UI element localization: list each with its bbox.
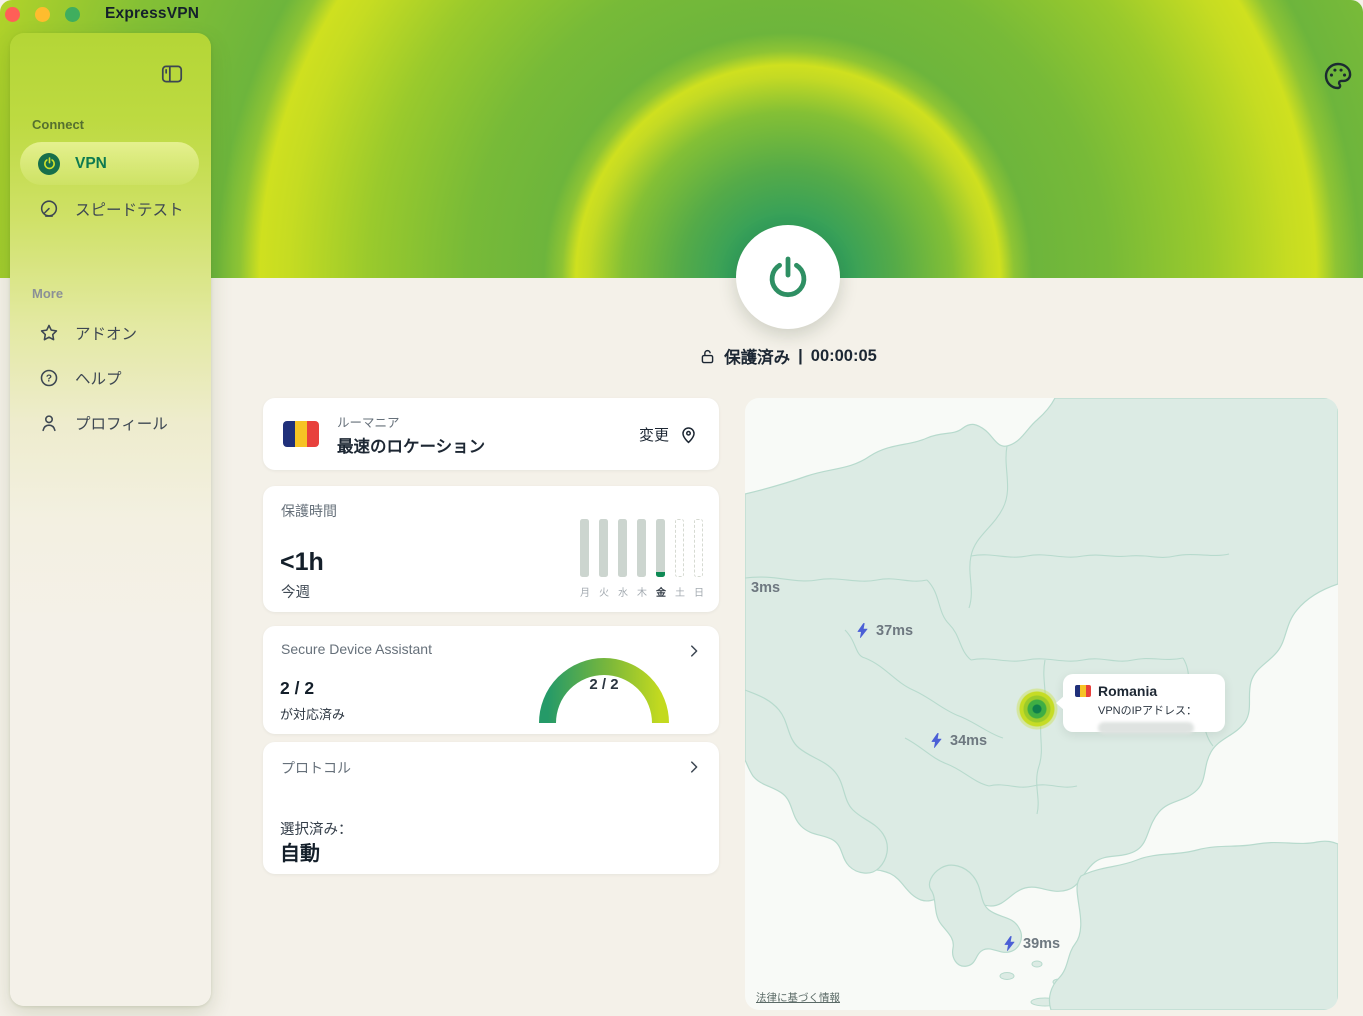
protection-time-card: 保護時間 <1h 今週 月 火 水 木 金 土 日 [263,486,719,612]
day-label: 水 [618,588,628,599]
close-window-button[interactable] [5,7,20,22]
map-panel: 3ms 37ms 34ms 39ms [745,398,1338,1010]
redacted-ip-value [1098,722,1194,734]
sidebar-item-help[interactable]: ? ヘルプ [20,356,199,399]
status-label: 保護済み [724,349,791,367]
sda-value: 2 / 2 [280,678,315,698]
protection-time-value: <1h [280,548,324,576]
sidebar-toggle-button[interactable] [159,61,185,87]
connection-status: 保護済み | 00:00:05 [638,343,938,369]
romania-flag-icon [1075,685,1091,697]
day-label: 木 [637,588,647,599]
sidebar-item-addons[interactable]: アドオン [20,311,199,354]
ping-label: 3ms [751,580,781,596]
ping-label: 34ms [950,732,988,749]
romania-flag-icon [283,421,319,447]
ping-marker: 37ms [854,622,913,639]
day-label: 火 [599,588,609,599]
power-icon [38,152,60,175]
protocol-title: プロトコル [281,760,351,776]
protocol-selected-label: 選択済み： [280,822,353,838]
sidebar-toggle-icon [161,65,183,83]
secure-device-assistant-card[interactable]: Secure Device Assistant 2 / 2 が対応済み 2 / … [263,626,719,734]
change-location-button[interactable]: 変更 [639,424,699,445]
sda-gauge-label: 2 / 2 [589,676,619,693]
star-icon [38,322,60,344]
connected-location-dot [1016,688,1058,730]
sidebar-item-label: VPN [75,154,107,172]
sidebar-section-more: More [32,286,64,301]
bar-mon [580,519,589,577]
sda-subtitle: が対応済み [280,707,346,722]
day-label: 月 [580,588,590,599]
bar-sat [675,519,684,577]
lock-icon [701,349,714,363]
sidebar-item-label: スピードテスト [75,201,184,219]
sidebar: Connect VPN スピードテスト More [10,33,211,1006]
chevron-right-icon[interactable] [685,758,703,776]
lightning-icon [1004,936,1015,951]
vpn-ip-tooltip: Romania VPNのIPアドレス： [1056,674,1225,734]
ping-marker: 3ms [751,580,780,596]
palette-icon [1324,62,1352,90]
hero-banner [0,0,1363,278]
chevron-right-icon[interactable] [685,642,703,660]
weekday-labels: 月 火 水 木 金 土 日 [580,584,704,599]
ping-label: 39ms [1023,935,1061,952]
europe-map [745,398,1338,1010]
sidebar-item-speedtest[interactable]: スピードテスト [20,187,199,230]
sidebar-item-profile[interactable]: プロフィール [20,401,199,444]
protection-time-title: 保護時間 [281,503,337,519]
lightning-icon [857,623,868,638]
ping-marker: 39ms [1001,935,1060,952]
sidebar-item-label: アドオン [75,325,138,343]
theme-palette-button[interactable] [1322,60,1354,92]
zoom-window-button[interactable] [65,7,80,22]
power-icon [769,256,807,298]
location-card[interactable]: ルーマニア 最速のロケーション 変更 [263,398,719,470]
weekly-protection-bar-chart [580,519,703,577]
bar-wed [618,519,627,577]
location-title: 最速のロケーション [337,437,486,456]
profile-icon [38,412,60,434]
sidebar-item-vpn[interactable]: VPN [20,142,199,185]
location-pin-icon [682,426,695,443]
tooltip-country: Romania [1098,683,1158,699]
protocol-selected-value: 自動 [280,843,320,865]
day-label: 日 [694,588,704,599]
ping-marker: 34ms [928,732,987,749]
status-divider: | [798,346,803,365]
day-label-active: 金 [656,588,666,599]
sidebar-item-label: ヘルプ [75,370,122,388]
bar-sun [694,519,703,577]
sidebar-section-connect: Connect [32,117,84,132]
ping-label: 37ms [876,622,914,639]
speedometer-icon [38,198,60,220]
sda-gauge [539,658,669,724]
change-label: 変更 [638,426,669,444]
svg-text:?: ? [46,373,52,384]
location-country: ルーマニア [337,415,400,430]
day-label: 土 [675,588,685,599]
legal-info-link[interactable]: 法律に基づく情報 [756,992,840,1004]
bar-fri [656,519,665,577]
sda-title: Secure Device Assistant [281,641,432,657]
status-timer: 00:00:05 [810,346,877,365]
minimize-window-button[interactable] [35,7,50,22]
app-title: ExpressVPN [105,5,200,22]
bar-tue [599,519,608,577]
tooltip-ip-label: VPNのIPアドレス： [1098,705,1198,717]
power-button[interactable] [736,225,840,329]
protocol-card[interactable]: プロトコル 選択済み： 自動 [263,742,719,874]
lightning-icon [931,733,942,748]
bar-thu [637,519,646,577]
help-icon: ? [38,367,60,389]
protection-time-period: 今週 [281,585,310,601]
sidebar-item-label: プロフィール [75,415,168,433]
